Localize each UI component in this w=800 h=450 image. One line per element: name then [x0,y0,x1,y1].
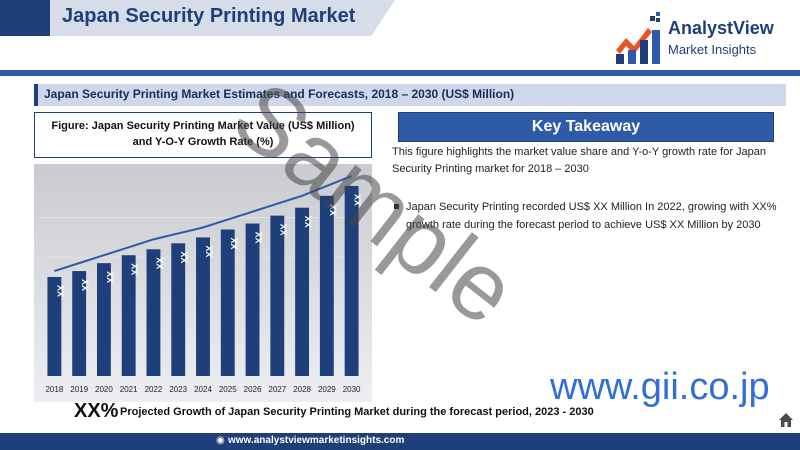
data-label-2020: XX [105,271,115,283]
key-takeaway-bullet-text: Japan Security Printing recorded US$ XX … [406,201,777,231]
section-subtitle-bar: Japan Security Printing Market Estimates… [34,84,786,106]
bar-chart: XX 2018 XX 2019 XX 2020 XX 2021 XX 2022 XX 2023 XX 20… [42,175,364,394]
x-tick-2026: 2026 [244,385,262,394]
bar-2023 [171,243,186,376]
x-tick-2020: 2020 [95,385,113,394]
data-label-2023: XX [179,251,189,263]
x-tick-2027: 2027 [268,385,286,394]
logo-mark-icon [616,12,660,64]
bar-2021 [121,255,136,376]
globe-icon: ◉ [216,435,225,446]
gii-watermark: www.gii.co.jp [550,366,770,408]
bar-2027 [270,215,285,376]
bar-2018 [47,277,62,376]
home-icon[interactable] [778,412,794,428]
data-label-2018: XX [55,285,65,297]
logo-subtitle: Market Insights [668,42,757,57]
data-label-2024: XX [204,245,214,257]
figure-caption: Figure: Japan Security Printing Market V… [34,112,372,158]
data-label-2021: XX [130,263,140,275]
x-tick-2023: 2023 [169,385,187,394]
x-tick-2018: 2018 [45,385,63,394]
growth-rate-line [54,175,352,272]
page-title: Japan Security Printing Market [62,5,356,27]
data-label-2022: XX [154,257,164,269]
bar-2026 [245,223,260,376]
bar-2020 [96,263,111,376]
x-tick-2030: 2030 [343,385,361,394]
bar-2025 [220,229,235,376]
data-label-2025: XX [229,237,239,249]
growth-value: XX% [74,400,119,422]
x-tick-2022: 2022 [145,385,163,394]
data-label-2029: XX [328,204,338,216]
chart-area: XX 2018 XX 2019 XX 2020 XX 2021 XX 2022 XX 2023 XX 20… [34,164,372,402]
data-label-2026: XX [254,232,264,244]
bar-2029 [319,195,334,376]
data-label-2027: XX [278,224,288,236]
header-divider [0,70,800,76]
title-accent [0,0,50,36]
bullet-icon [394,204,399,209]
bar-2019 [72,271,87,376]
footer-url[interactable]: www.analystviewmarketinsights.com [228,435,405,446]
bar-2022 [146,249,161,376]
x-tick-2029: 2029 [318,385,336,394]
growth-description: Projected Growth of Japan Security Print… [120,406,594,418]
key-takeaway-panel: Key Takeaway This figure highlights the … [386,112,786,402]
x-tick-2019: 2019 [70,385,88,394]
bar-2024 [196,237,210,376]
data-label-2030: XX [353,194,363,206]
bar-2028 [295,207,310,376]
key-takeaway-text: This figure highlights the market value … [392,146,767,175]
figure-caption-line1: Figure: Japan Security Printing Market V… [51,120,355,132]
key-takeaway-bullet: Japan Security Printing recorded US$ XX … [392,198,778,234]
logo-brand: AnalystView [668,18,774,38]
bar-2030 [344,185,359,376]
x-tick-2028: 2028 [293,385,311,394]
key-takeaway-heading: Key Takeaway [398,112,774,142]
footer-bar: ◉ www.analystviewmarketinsights.com [0,433,800,450]
figure-caption-line2: and Y-O-Y Growth Rate (%) [132,136,274,148]
x-tick-2025: 2025 [219,385,237,394]
section-subtitle: Japan Security Printing Market Estimates… [44,87,515,101]
x-tick-2024: 2024 [194,385,212,394]
x-tick-2021: 2021 [120,385,138,394]
data-label-2028: XX [303,216,313,228]
title-banner [0,0,395,36]
data-label-2019: XX [80,279,90,291]
figure-panel: Figure: Japan Security Printing Market V… [34,112,372,402]
analystview-logo: AnalystView Market Insights [612,10,792,66]
